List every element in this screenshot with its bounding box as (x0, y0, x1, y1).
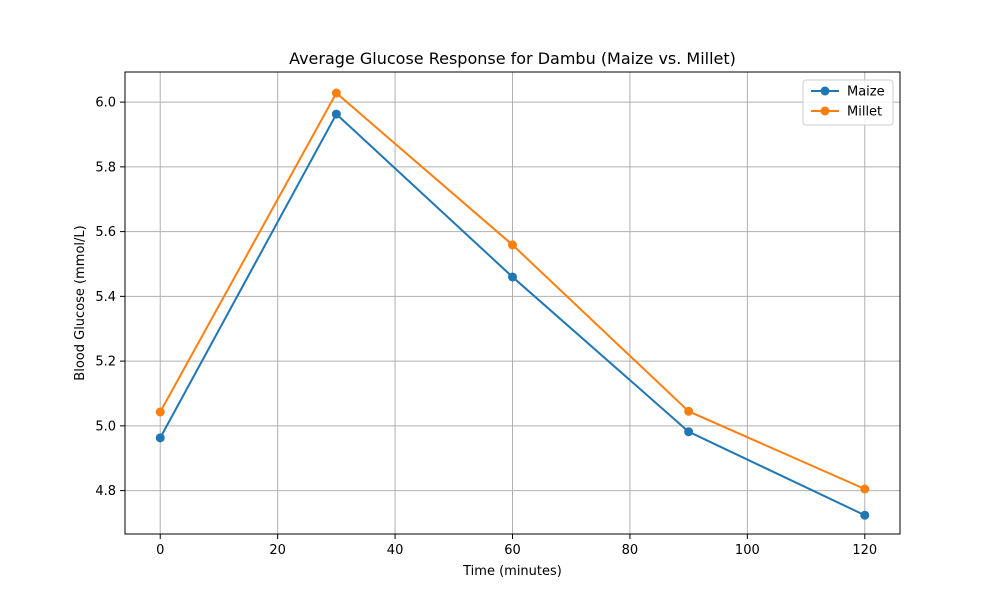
ticks: 0 20 40 60 80 100 120 4.8 5.0 5.2 5.4 5.6 5.8 6.0 (95, 96, 877, 558)
data-point-millet (860, 484, 870, 494)
data-point-millet (684, 406, 694, 416)
data-point-millet (331, 88, 341, 98)
data-point-maize (684, 427, 694, 437)
x-tick-label: 100 (735, 543, 760, 558)
data-point-maize (508, 272, 517, 282)
y-tick-label: 5.0 (95, 419, 116, 434)
legend-label-maize: Maize (847, 85, 885, 100)
legend-marker-millet (820, 106, 830, 116)
y-tick-label: 4.8 (95, 484, 116, 499)
data-point-millet (155, 407, 165, 417)
data-point-maize (155, 433, 165, 443)
series-layer (155, 88, 870, 520)
x-tick-label: 40 (387, 543, 404, 558)
y-tick-label: 5.2 (95, 355, 116, 370)
grid (125, 72, 900, 534)
y-tick-label: 6.0 (95, 96, 116, 111)
legend-label-millet: Millet (847, 105, 882, 120)
x-axis-label: Time (minutes) (462, 564, 562, 579)
y-tick-label: 5.6 (95, 225, 116, 240)
x-tick-label: 120 (852, 543, 877, 558)
data-point-millet (508, 240, 517, 250)
chart-title: Average Glucose Response for Dambu (Maiz… (289, 49, 736, 68)
y-tick-label: 5.4 (95, 290, 116, 305)
legend-marker-maize (820, 86, 830, 96)
x-tick-label: 60 (504, 543, 521, 558)
y-tick-label: 5.8 (95, 160, 116, 175)
legend: Maize Millet (802, 79, 894, 126)
data-point-maize (860, 510, 870, 520)
y-axis-label: Blood Glucose (mmol/L) (73, 225, 88, 380)
data-point-maize (331, 109, 341, 119)
x-tick-label: 0 (156, 543, 164, 558)
x-tick-label: 80 (622, 543, 639, 558)
x-tick-label: 20 (269, 543, 286, 558)
